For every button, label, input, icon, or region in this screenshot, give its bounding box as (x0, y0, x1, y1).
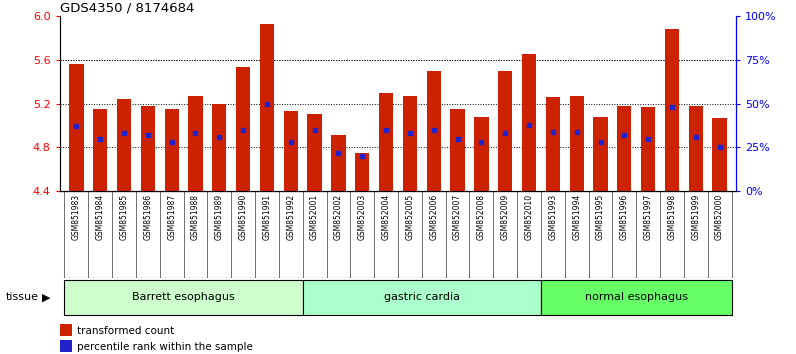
Text: GSM851986: GSM851986 (143, 194, 152, 240)
Bar (283, 111, 298, 191)
Text: transformed count: transformed count (76, 326, 174, 336)
Text: ▶: ▶ (42, 292, 51, 302)
Text: GSM852002: GSM852002 (334, 194, 343, 240)
Bar (355, 153, 369, 191)
Bar (427, 71, 441, 191)
Bar (617, 106, 631, 191)
Bar (546, 97, 560, 191)
Text: GSM851995: GSM851995 (596, 194, 605, 240)
FancyBboxPatch shape (302, 280, 541, 315)
Text: GSM851997: GSM851997 (644, 194, 653, 240)
Bar (60, 324, 72, 336)
Bar (641, 107, 655, 191)
Text: GSM851992: GSM851992 (287, 194, 295, 240)
Bar (379, 93, 393, 191)
Bar (213, 103, 227, 191)
Text: GSM851989: GSM851989 (215, 194, 224, 240)
Bar (451, 109, 465, 191)
Bar (60, 340, 72, 352)
Bar (593, 117, 607, 191)
Text: GSM851994: GSM851994 (572, 194, 581, 240)
Bar (498, 71, 513, 191)
FancyBboxPatch shape (541, 280, 732, 315)
Text: gastric cardia: gastric cardia (384, 292, 460, 302)
Bar (331, 135, 345, 191)
Text: GSM851983: GSM851983 (72, 194, 81, 240)
Text: GSM852004: GSM852004 (381, 194, 391, 240)
Bar (569, 96, 583, 191)
Text: GSM852010: GSM852010 (525, 194, 533, 240)
Bar (689, 106, 703, 191)
Bar (403, 96, 417, 191)
Text: GSM851988: GSM851988 (191, 194, 200, 240)
Text: GSM851991: GSM851991 (263, 194, 271, 240)
Bar (236, 67, 250, 191)
Text: Barrett esophagus: Barrett esophagus (132, 292, 235, 302)
Text: GSM852008: GSM852008 (477, 194, 486, 240)
Text: GSM852005: GSM852005 (405, 194, 415, 240)
Bar (665, 29, 679, 191)
Text: GSM851990: GSM851990 (239, 194, 248, 240)
Bar (307, 114, 322, 191)
Text: GSM851999: GSM851999 (691, 194, 700, 240)
Text: GSM851998: GSM851998 (668, 194, 677, 240)
Text: GDS4350 / 8174684: GDS4350 / 8174684 (60, 2, 194, 15)
Text: tissue: tissue (6, 292, 38, 302)
Text: GSM851993: GSM851993 (548, 194, 557, 240)
Bar (474, 117, 489, 191)
Text: GSM851984: GSM851984 (96, 194, 105, 240)
Text: GSM852007: GSM852007 (453, 194, 462, 240)
Text: GSM852000: GSM852000 (715, 194, 724, 240)
Text: GSM852009: GSM852009 (501, 194, 509, 240)
Text: normal esophagus: normal esophagus (585, 292, 688, 302)
Text: GSM852006: GSM852006 (429, 194, 439, 240)
FancyBboxPatch shape (64, 280, 302, 315)
Bar (69, 64, 84, 191)
Bar (117, 99, 131, 191)
Text: GSM852001: GSM852001 (310, 194, 319, 240)
Text: GSM851987: GSM851987 (167, 194, 176, 240)
Text: GSM851996: GSM851996 (620, 194, 629, 240)
Bar (165, 109, 179, 191)
Bar (93, 109, 107, 191)
Bar (141, 106, 155, 191)
Text: percentile rank within the sample: percentile rank within the sample (76, 342, 252, 352)
Text: GSM852003: GSM852003 (357, 194, 367, 240)
Text: GSM851985: GSM851985 (119, 194, 128, 240)
Bar (522, 54, 537, 191)
Bar (259, 24, 274, 191)
Bar (189, 96, 203, 191)
Bar (712, 118, 727, 191)
